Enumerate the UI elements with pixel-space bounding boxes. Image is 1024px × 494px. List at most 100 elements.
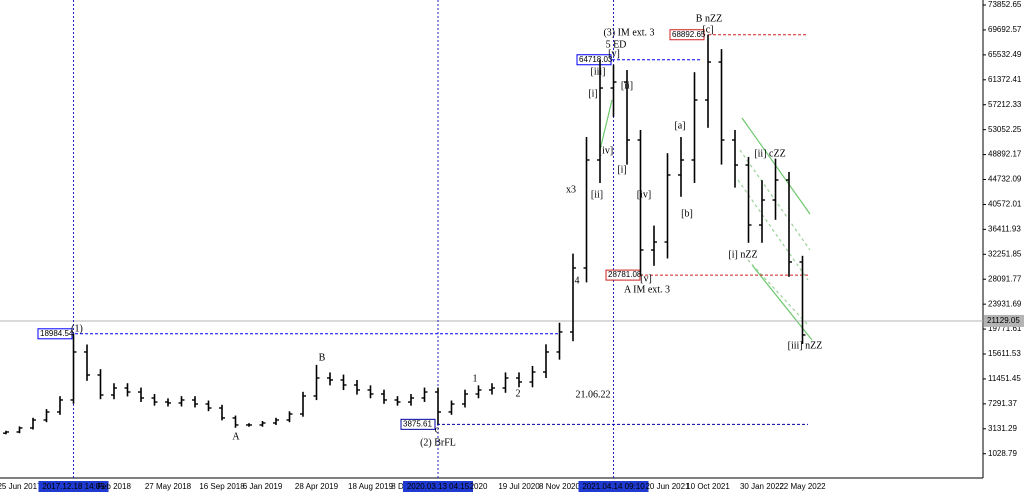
ohlc-bar (246, 423, 252, 427)
ohlc-bar (354, 379, 360, 395)
annotation: [iii] nZZ (788, 340, 823, 351)
level-label: 3875.61 (403, 419, 432, 428)
annotation: [b] (681, 208, 693, 219)
ohlc-bar (718, 49, 725, 165)
x-tick-label: 30 Jan 2022 (740, 482, 785, 491)
ohlc-bar (192, 396, 198, 408)
annotation: [v] (608, 48, 620, 59)
x-tick-label: 20 Jun 2021 (645, 482, 690, 491)
ohlc-bar (381, 389, 387, 404)
ohlc-bar (529, 365, 536, 388)
ohlc-bar (799, 255, 806, 344)
ohlc-bar (84, 344, 90, 381)
annotation: [ii] cZZ (754, 148, 785, 159)
ohlc-bar (97, 369, 104, 400)
y-tick-label: 32251.85 (988, 249, 1022, 258)
ohlc-bar (273, 417, 279, 425)
time-label-box (578, 481, 649, 492)
ohlc-bar (57, 396, 63, 415)
y-tick-label: 53052.25 (988, 125, 1022, 134)
x-tick-label: 18 Aug 2019 (348, 482, 393, 491)
ohlc-bar (745, 156, 752, 243)
ohlc-bar (232, 415, 239, 428)
ohlc-bar (3, 430, 9, 435)
ohlc-bar (111, 383, 117, 400)
x-tick-label: 2017.12.18 14:05 (42, 482, 105, 491)
ohlc-bar (70, 333, 77, 404)
ohlc-bar (30, 417, 36, 430)
annotation: [iv] (637, 189, 651, 200)
ohlc-bar (178, 396, 185, 407)
ohlc-bar (637, 129, 644, 276)
annotation: [iii] (591, 66, 606, 77)
annotation: (2) BrFL (420, 437, 456, 448)
ohlc-bar (786, 171, 792, 277)
ohlc-bar (16, 426, 23, 434)
annotation: c (435, 424, 440, 435)
ohlc-bar (43, 409, 50, 423)
level-box (37, 328, 73, 340)
channel-line (737, 179, 809, 281)
y-tick-label: 48892.17 (988, 150, 1022, 159)
ohlc-bar (313, 364, 320, 401)
ohlc-bar (502, 372, 509, 393)
ohlc-bar (367, 385, 374, 399)
x-tick-label: 8 D (391, 482, 404, 491)
annotation: [i] nZZ (728, 249, 757, 260)
time-label-box (38, 481, 109, 492)
ohlc-bar (732, 129, 738, 188)
ohlc-bar (678, 136, 684, 197)
x-tick-label: 19 Jul 2020 (498, 482, 540, 491)
y-tick-label: 3131.29 (988, 424, 1017, 433)
ohlc-bar (664, 153, 671, 259)
y-tick-label: 44732.09 (988, 175, 1022, 184)
x-tick-label: 27 May 2018 (145, 482, 192, 491)
y-tick-label: 11451.45 (988, 374, 1021, 383)
ohlc-bar (759, 180, 765, 243)
level-label: 28781.08 (608, 270, 642, 279)
ohlc-bar (475, 385, 482, 399)
annotation: 5 ED (606, 39, 627, 50)
channel-line (747, 259, 809, 326)
level-box (576, 54, 612, 66)
y-tick-label: 23931.69 (988, 299, 1022, 308)
level-label: 64718.03 (579, 55, 613, 64)
ohlc-bar (259, 421, 266, 427)
level-box (400, 418, 436, 430)
ohlc-bar (138, 387, 144, 402)
y-tick-label: 1028.79 (988, 449, 1017, 458)
annotation: x3 (566, 184, 576, 195)
ohlc-bar (543, 344, 549, 379)
annotation: [i] (617, 164, 626, 175)
ohlc-bar (300, 391, 306, 417)
annotation: 4 (575, 275, 580, 286)
y-tick-label: 73852.65 (988, 0, 1022, 9)
x-tick-label: 2020 (470, 482, 488, 491)
ohlc-bar (286, 411, 293, 423)
x-tick-label: 16 Sep 2018 (199, 482, 245, 491)
ohlc-bar (165, 398, 171, 407)
x-tick-label: 2020.03.13 04:15 (407, 482, 470, 491)
ohlc-bar (583, 136, 590, 283)
annotation: [iv] (599, 145, 613, 156)
ohlc-bar (489, 383, 495, 395)
annotation: [ii] (591, 189, 603, 200)
annotation: [i] (588, 88, 597, 99)
y-tick-label: 15611.53 (988, 349, 1021, 358)
annotation: B (319, 352, 326, 363)
x-tick-label: 22 May 2022 (779, 482, 826, 491)
x-tick-label: 2021.04.14 09:10 (582, 482, 645, 491)
ohlc-bar (651, 225, 657, 266)
y-tick-label: 65532.49 (988, 50, 1022, 59)
ohlc-bar (435, 387, 441, 425)
x-tick-label: 28 Apr 2019 (295, 482, 339, 491)
annotation: [ii] (621, 80, 633, 91)
y-tick-label: 7291.37 (988, 399, 1017, 408)
ohlc-bar (516, 372, 522, 388)
ohlc-bar (421, 387, 428, 402)
annotation: B nZZ (696, 13, 722, 24)
x-tick-label: 10 Oct 2021 (686, 482, 730, 491)
ohlc-bar (151, 394, 158, 406)
x-tick-label: Feb 2018 (97, 482, 131, 491)
